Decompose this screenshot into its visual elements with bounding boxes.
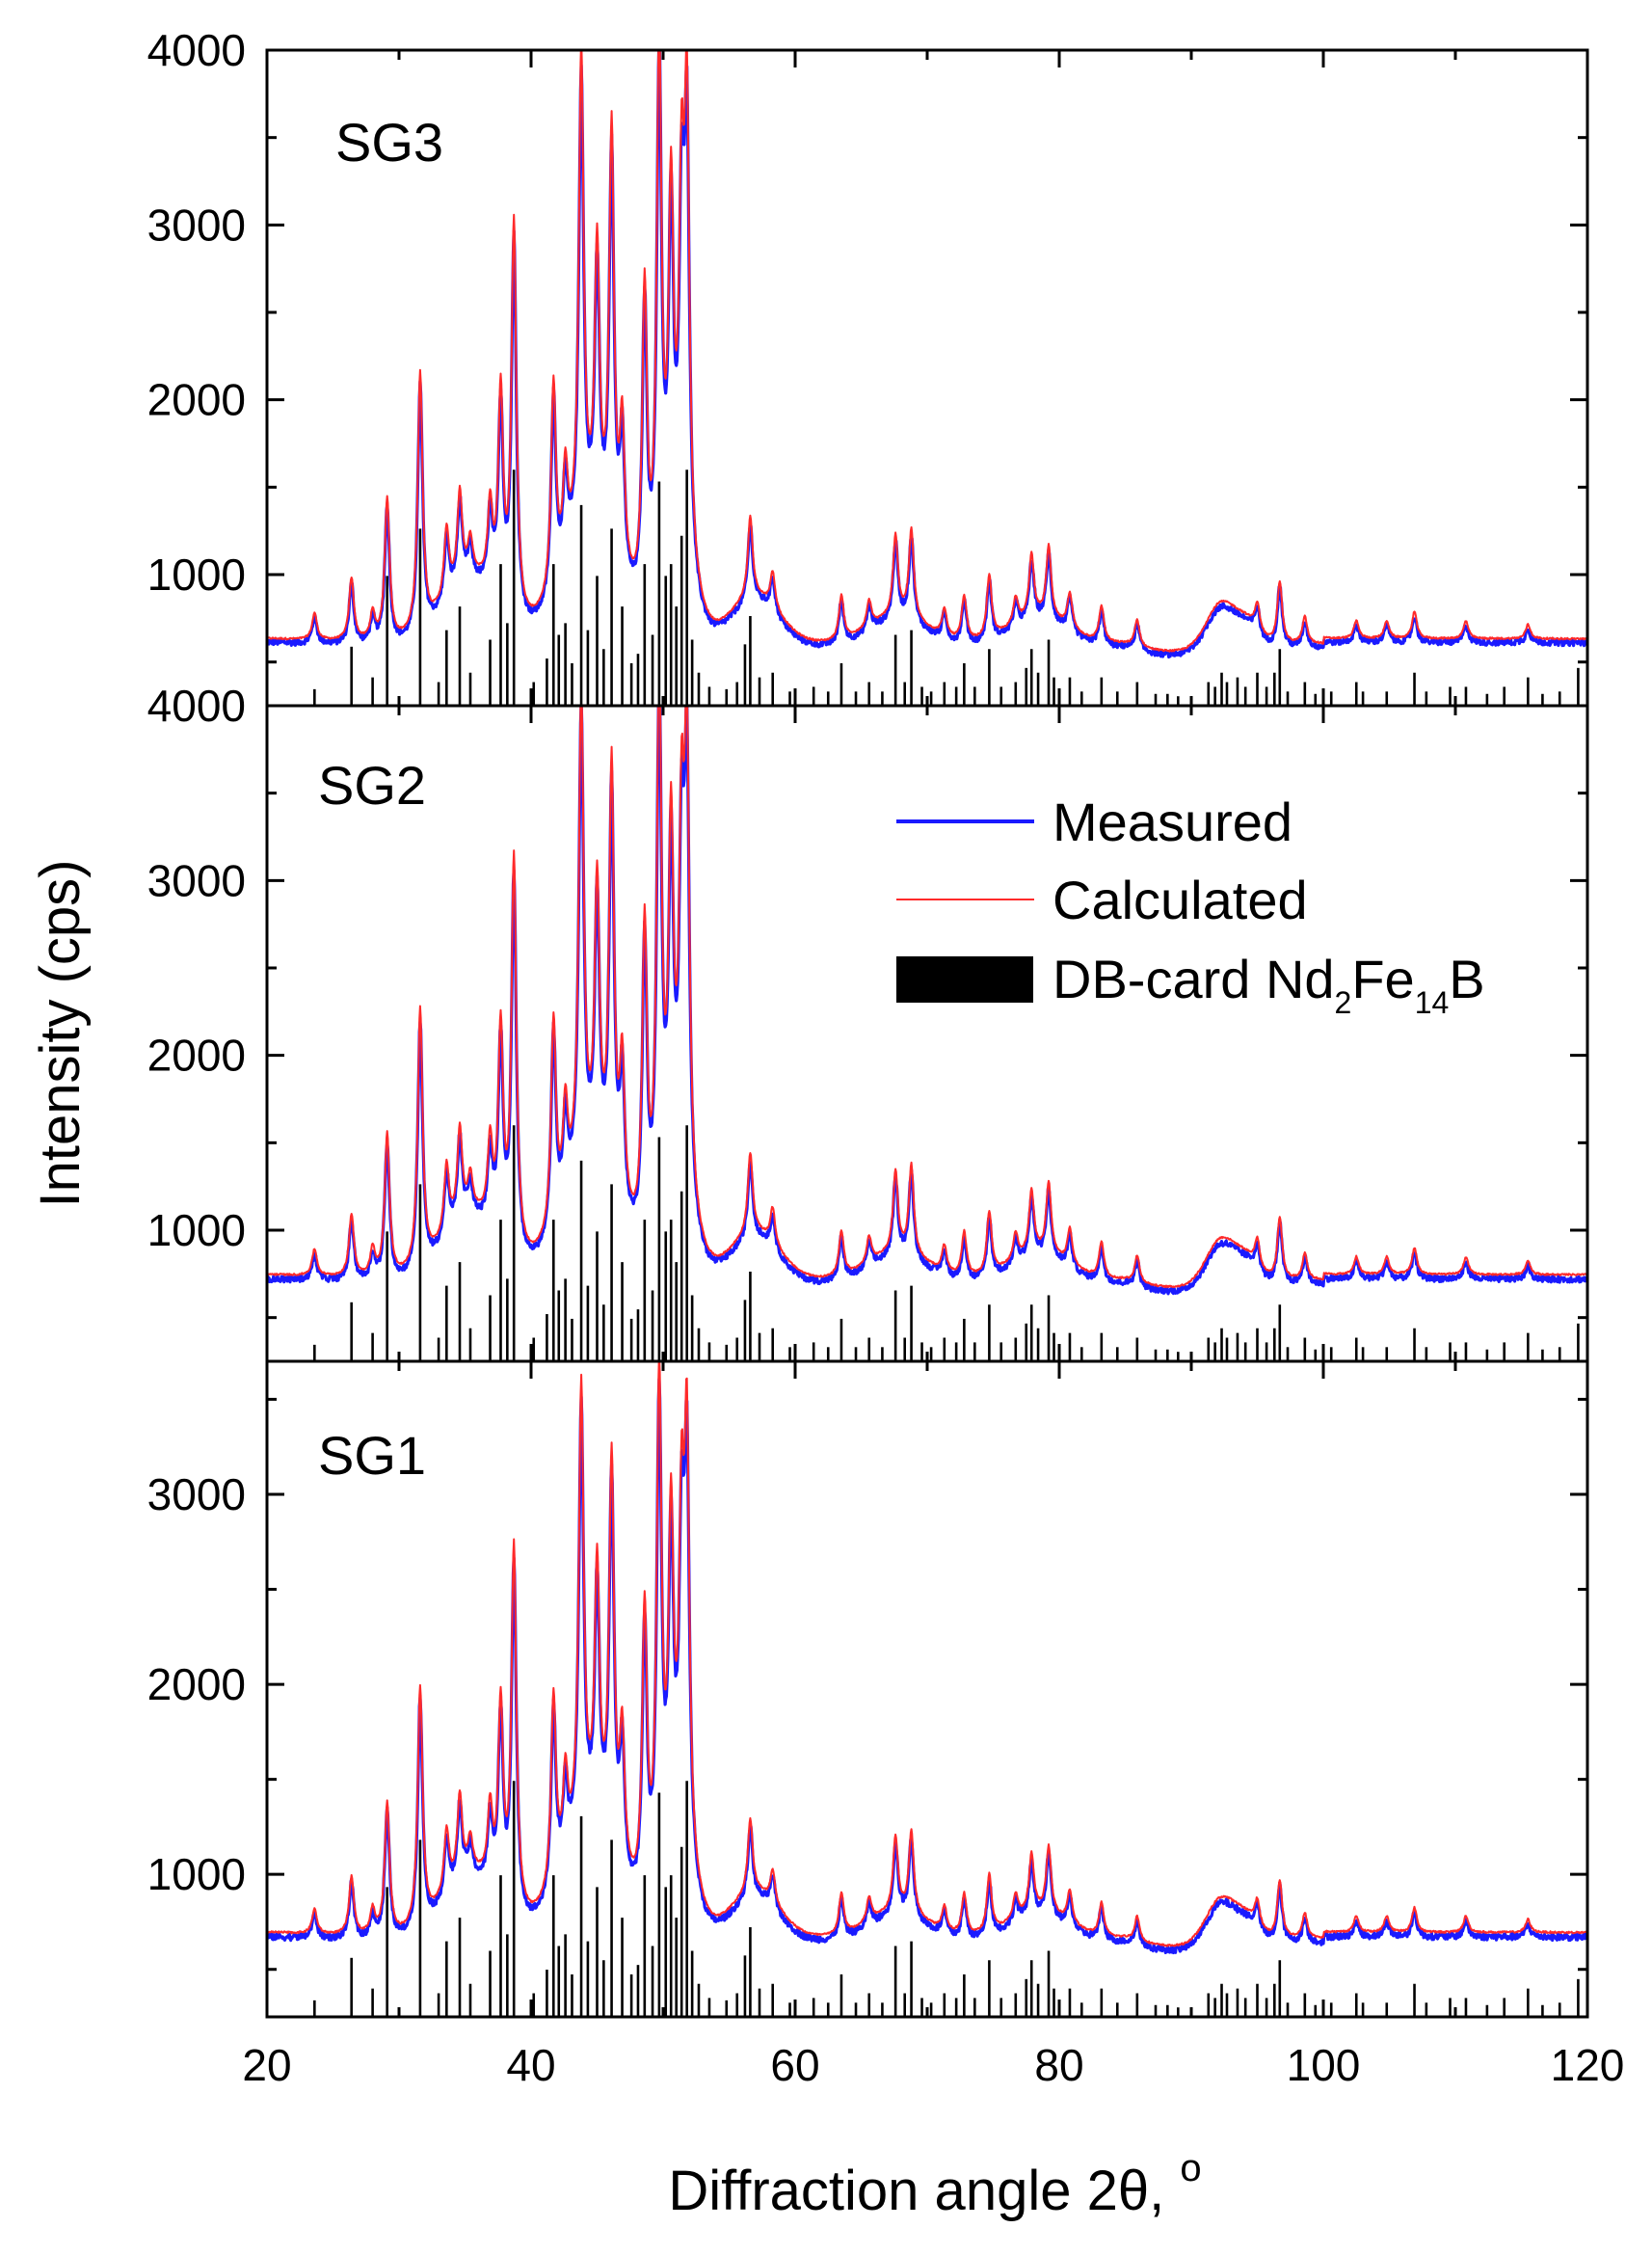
y-tick-label: 2000 (147, 1031, 246, 1081)
legend-calculated-label: Calculated (1052, 870, 1308, 930)
y-tick-label: 4000 (147, 25, 246, 75)
calculated-curve (267, 1361, 1587, 1947)
legend-text-part: DB-card Nd (1052, 949, 1335, 1009)
panel-label: SG1 (318, 1425, 426, 1486)
reference-sticks (313, 1781, 1580, 2017)
panel-sg1 (267, 1361, 1587, 2017)
calculated-curve (267, 706, 1587, 1289)
y-tick-label: 4000 (147, 681, 246, 731)
legend-text-part: B (1449, 949, 1484, 1009)
legend-measured-label: Measured (1052, 792, 1292, 852)
x-tick-label: 80 (1034, 2040, 1083, 2090)
y-tick-label: 1000 (147, 1849, 246, 1899)
legend-text-part: Fe (1351, 949, 1414, 1009)
y-tick-label: 2000 (147, 1659, 246, 1709)
x-tick-label: 40 (506, 2040, 555, 2090)
panel-label: SG3 (335, 112, 443, 173)
panel-sg3 (267, 50, 1587, 706)
x-axis-unit: o (1180, 2147, 1201, 2189)
panel-sg2 (267, 706, 1587, 1361)
reference-sticks (313, 470, 1580, 706)
y-tick-label: 1000 (147, 1205, 246, 1255)
x-tick-label: 100 (1287, 2040, 1361, 2090)
y-tick-label: 2000 (147, 375, 246, 425)
y-axis-title: Intensity (cps) (29, 860, 92, 1208)
y-tick-label: 3000 (147, 855, 246, 905)
reference-sticks (313, 1125, 1580, 1361)
legend-subscript: 14 (1415, 985, 1450, 1020)
y-tick-label: 3000 (147, 200, 246, 250)
x-tick-label: 120 (1551, 2040, 1625, 2090)
legend-subscript: 2 (1335, 985, 1352, 1020)
calculated-curve (267, 50, 1587, 653)
measured-curve (267, 50, 1587, 659)
x-tick-label: 60 (770, 2040, 819, 2090)
legend-dbcard-label: DB-card Nd2Fe14B (1052, 949, 1485, 1020)
measured-curve (267, 1377, 1587, 1955)
y-tick-label: 1000 (147, 550, 246, 600)
x-axis-title: Diffraction angle 2θ, o (668, 2147, 1201, 2222)
y-tick-label: 3000 (147, 1469, 246, 1519)
x-tick-label: 20 (242, 2040, 291, 2090)
legend-dbcard-swatch (896, 956, 1033, 1003)
panel-label: SG2 (318, 755, 426, 816)
panel-frame (265, 48, 1589, 708)
